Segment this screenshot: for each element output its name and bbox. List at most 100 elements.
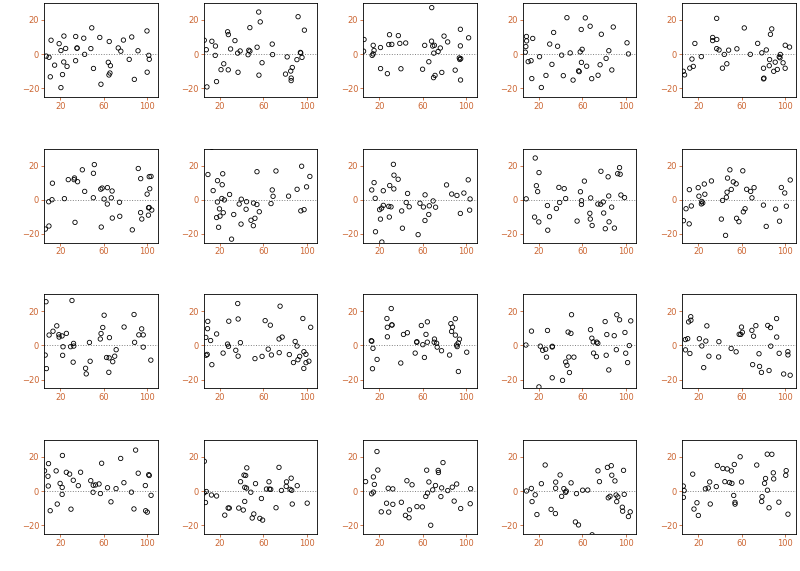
Point (611, 492, 624, 501)
Point (394, 359, 407, 368)
Point (602, 493, 614, 502)
Point (683, 349, 696, 358)
Point (730, 214, 743, 223)
Point (141, 190, 154, 199)
Point (211, 198, 224, 207)
Point (727, 491, 740, 500)
Point (679, 345, 692, 355)
Point (698, 190, 711, 199)
Point (759, 474, 772, 483)
Point (294, 49, 307, 58)
Point (139, 506, 152, 515)
Point (302, 357, 315, 366)
Point (679, 335, 692, 344)
Point (250, 167, 263, 176)
Point (87, 481, 100, 490)
Point (606, 471, 618, 480)
Point (744, 187, 757, 196)
Point (262, 344, 274, 353)
Point (54, 479, 66, 488)
Point (591, 467, 604, 476)
Point (295, 162, 308, 171)
Point (764, 323, 777, 332)
Point (199, 498, 212, 507)
Point (53, 330, 66, 339)
Point (529, 490, 542, 500)
Point (677, 67, 690, 76)
Point (520, 194, 533, 203)
Point (94, 335, 106, 344)
Point (565, 310, 578, 319)
Point (545, 505, 558, 514)
Point (606, 203, 618, 212)
Point (448, 497, 461, 506)
Point (46, 195, 58, 204)
Point (266, 39, 278, 49)
Point (134, 174, 147, 183)
Point (85, 44, 98, 53)
Point (575, 25, 588, 34)
Point (98, 311, 110, 320)
Point (767, 67, 780, 76)
Point (554, 198, 566, 207)
Point (234, 477, 247, 486)
Point (603, 492, 616, 501)
Point (210, 492, 223, 501)
Point (377, 186, 390, 195)
Point (410, 502, 423, 511)
Point (762, 366, 775, 375)
Point (289, 337, 302, 346)
Point (374, 43, 387, 52)
Point (210, 329, 223, 339)
Point (682, 219, 695, 228)
Point (614, 170, 626, 179)
Point (601, 463, 614, 472)
Point (702, 484, 714, 493)
Point (98, 195, 110, 204)
Point (621, 38, 634, 47)
Point (294, 352, 306, 361)
Point (135, 324, 148, 333)
Point (128, 338, 141, 347)
Point (291, 355, 304, 364)
Point (462, 33, 475, 42)
Point (232, 315, 245, 324)
Point (693, 334, 706, 343)
Point (452, 367, 465, 376)
Point (239, 471, 252, 480)
Point (89, 480, 102, 489)
Point (533, 52, 546, 61)
Point (65, 505, 78, 514)
Point (547, 28, 560, 37)
Point (567, 352, 580, 361)
Point (40, 364, 53, 373)
Point (386, 500, 399, 509)
Point (685, 202, 698, 211)
Point (602, 365, 615, 375)
Point (561, 13, 574, 22)
Point (381, 332, 394, 341)
Point (234, 338, 246, 347)
Point (262, 477, 275, 486)
Point (200, 487, 213, 496)
Point (616, 506, 629, 516)
Point (125, 488, 138, 497)
Point (103, 37, 116, 46)
Point (255, 494, 268, 503)
Point (209, 42, 222, 51)
Point (446, 190, 458, 199)
Point (720, 192, 733, 202)
Point (570, 216, 583, 226)
Point (616, 502, 629, 512)
Point (418, 190, 431, 199)
Point (454, 209, 466, 218)
Point (118, 323, 130, 332)
Point (715, 215, 728, 224)
Point (42, 331, 55, 340)
Point (74, 468, 87, 477)
Point (773, 349, 786, 358)
Point (692, 183, 705, 192)
Point (211, 176, 224, 185)
Point (744, 50, 757, 59)
Point (249, 354, 262, 363)
